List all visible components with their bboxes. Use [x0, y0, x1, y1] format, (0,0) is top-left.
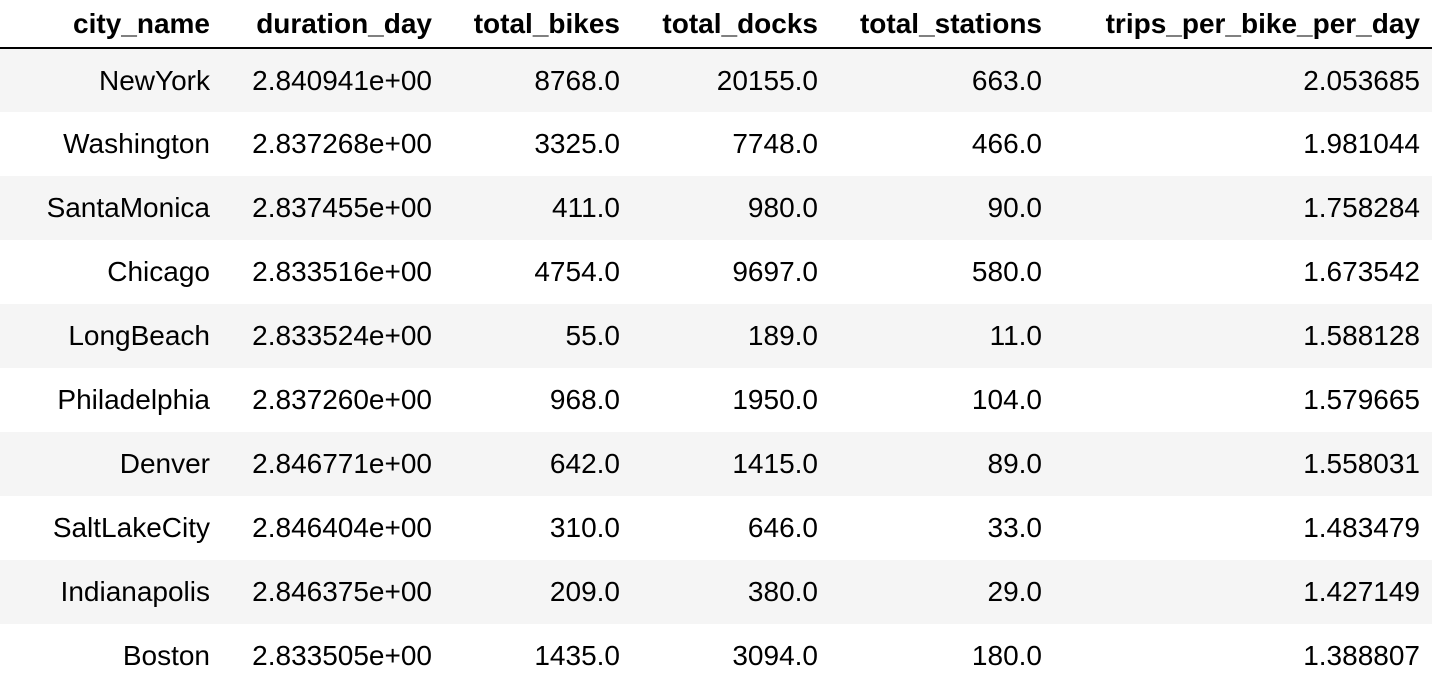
cell-total-stations: 89.0	[830, 432, 1054, 496]
cell-city-name: Chicago	[0, 240, 222, 304]
cell-total-stations: 580.0	[830, 240, 1054, 304]
cell-trips-per-bike-per-day: 1.673542	[1054, 240, 1432, 304]
cell-total-docks: 189.0	[632, 304, 830, 368]
cell-duration-day: 2.846771e+00	[222, 432, 444, 496]
cell-city-name: NewYork	[0, 48, 222, 112]
cell-total-stations: 180.0	[830, 624, 1054, 686]
cell-total-docks: 1950.0	[632, 368, 830, 432]
cell-total-bikes: 310.0	[444, 496, 632, 560]
cell-trips-per-bike-per-day: 1.588128	[1054, 304, 1432, 368]
cell-total-docks: 646.0	[632, 496, 830, 560]
table-header: city_name duration_day total_bikes total…	[0, 0, 1432, 49]
cell-trips-per-bike-per-day: 1.388807	[1054, 624, 1432, 686]
cell-duration-day: 2.833524e+00	[222, 304, 444, 368]
cell-total-bikes: 968.0	[444, 368, 632, 432]
cell-city-name: SaltLakeCity	[0, 496, 222, 560]
cell-city-name: Indianapolis	[0, 560, 222, 624]
cell-city-name: Boston	[0, 624, 222, 686]
column-header-city-name: city_name	[0, 0, 222, 49]
header-row: city_name duration_day total_bikes total…	[0, 0, 1432, 49]
table-row: Washington 2.837268e+00 3325.0 7748.0 466.0 1…	[0, 112, 1432, 176]
cell-total-stations: 104.0	[830, 368, 1054, 432]
cell-duration-day: 2.840941e+00	[222, 48, 444, 112]
cell-total-docks: 380.0	[632, 560, 830, 624]
table-row: Philadelphia 2.837260e+00 968.0 1950.0 104.0…	[0, 368, 1432, 432]
cell-city-name: LongBeach	[0, 304, 222, 368]
cell-total-bikes: 55.0	[444, 304, 632, 368]
cell-city-name: SantaMonica	[0, 176, 222, 240]
cell-total-docks: 20155.0	[632, 48, 830, 112]
table-row: NewYork 2.840941e+00 8768.0 20155.0 663.0 2.0…	[0, 48, 1432, 112]
column-header-total-stations: total_stations	[830, 0, 1054, 49]
column-header-total-bikes: total_bikes	[444, 0, 632, 49]
cell-city-name: Washington	[0, 112, 222, 176]
column-header-duration-day: duration_day	[222, 0, 444, 49]
cell-total-stations: 29.0	[830, 560, 1054, 624]
table-row: Denver 2.846771e+00 642.0 1415.0 89.0 1.55803…	[0, 432, 1432, 496]
cell-trips-per-bike-per-day: 1.427149	[1054, 560, 1432, 624]
cell-total-stations: 663.0	[830, 48, 1054, 112]
cell-duration-day: 2.833505e+00	[222, 624, 444, 686]
cell-total-bikes: 209.0	[444, 560, 632, 624]
column-header-total-docks: total_docks	[632, 0, 830, 49]
cell-total-bikes: 1435.0	[444, 624, 632, 686]
table-row: LongBeach 2.833524e+00 55.0 189.0 11.0 1.5881…	[0, 304, 1432, 368]
cell-total-docks: 7748.0	[632, 112, 830, 176]
cell-duration-day: 2.837455e+00	[222, 176, 444, 240]
cell-trips-per-bike-per-day: 1.758284	[1054, 176, 1432, 240]
cell-trips-per-bike-per-day: 2.053685	[1054, 48, 1432, 112]
cell-total-stations: 33.0	[830, 496, 1054, 560]
cell-city-name: Philadelphia	[0, 368, 222, 432]
cell-total-bikes: 4754.0	[444, 240, 632, 304]
cell-duration-day: 2.837268e+00	[222, 112, 444, 176]
cell-city-name: Denver	[0, 432, 222, 496]
cell-trips-per-bike-per-day: 1.981044	[1054, 112, 1432, 176]
cell-total-docks: 980.0	[632, 176, 830, 240]
cell-trips-per-bike-per-day: 1.483479	[1054, 496, 1432, 560]
cell-total-stations: 466.0	[830, 112, 1054, 176]
table-body: NewYork 2.840941e+00 8768.0 20155.0 663.0 2.0…	[0, 48, 1432, 686]
cell-trips-per-bike-per-day: 1.579665	[1054, 368, 1432, 432]
table-row: Indianapolis 2.846375e+00 209.0 380.0 29.0 1.…	[0, 560, 1432, 624]
cell-total-stations: 11.0	[830, 304, 1054, 368]
cell-total-docks: 1415.0	[632, 432, 830, 496]
cell-total-docks: 3094.0	[632, 624, 830, 686]
table-row: Boston 2.833505e+00 1435.0 3094.0 180.0 1.388…	[0, 624, 1432, 686]
table-row: Chicago 2.833516e+00 4754.0 9697.0 580.0 1.67…	[0, 240, 1432, 304]
cell-duration-day: 2.846404e+00	[222, 496, 444, 560]
cell-total-bikes: 8768.0	[444, 48, 632, 112]
cell-duration-day: 2.837260e+00	[222, 368, 444, 432]
cell-total-bikes: 642.0	[444, 432, 632, 496]
cell-total-bikes: 411.0	[444, 176, 632, 240]
cell-total-docks: 9697.0	[632, 240, 830, 304]
cell-trips-per-bike-per-day: 1.558031	[1054, 432, 1432, 496]
column-header-trips-per-bike-per-day: trips_per_bike_per_day	[1054, 0, 1432, 49]
cell-total-bikes: 3325.0	[444, 112, 632, 176]
cell-duration-day: 2.846375e+00	[222, 560, 444, 624]
table-row: SantaMonica 2.837455e+00 411.0 980.0 90.0 1.7…	[0, 176, 1432, 240]
cell-total-stations: 90.0	[830, 176, 1054, 240]
table-row: SaltLakeCity 2.846404e+00 310.0 646.0 33.0 1.…	[0, 496, 1432, 560]
cell-duration-day: 2.833516e+00	[222, 240, 444, 304]
